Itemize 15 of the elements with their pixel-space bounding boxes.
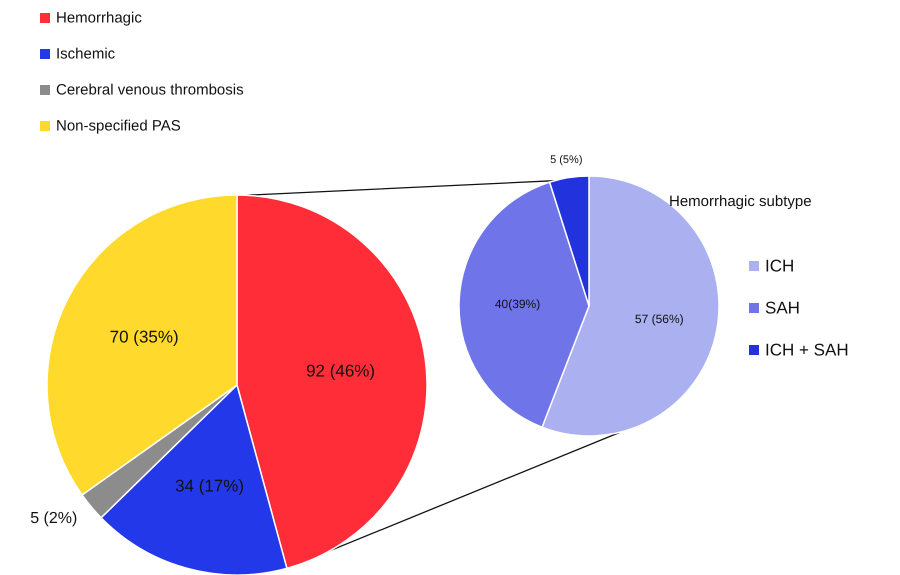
data-label: 57 (56%): [634, 312, 684, 326]
legend-label: Ischemic: [56, 46, 116, 62]
legend-label: Hemorrhagic: [56, 10, 142, 26]
legend-label: Cerebral venous thrombosis: [56, 82, 244, 98]
data-label: 40(39%): [494, 296, 540, 311]
data-label: 34 (17%): [175, 476, 244, 496]
data-label: 5 (5%): [550, 154, 582, 166]
data-label: 5 (2%): [30, 510, 78, 527]
legend-label: ICH: [765, 256, 794, 276]
legend-label: ICH + SAH: [765, 340, 849, 360]
legend-label: SAH: [765, 298, 800, 318]
legend-title: Hemorrhagic subtype: [669, 193, 812, 210]
legend-label: Non-specified PAS: [56, 118, 181, 134]
data-label: 70 (35%): [110, 328, 179, 347]
data-label: 92 (46%): [306, 362, 376, 381]
